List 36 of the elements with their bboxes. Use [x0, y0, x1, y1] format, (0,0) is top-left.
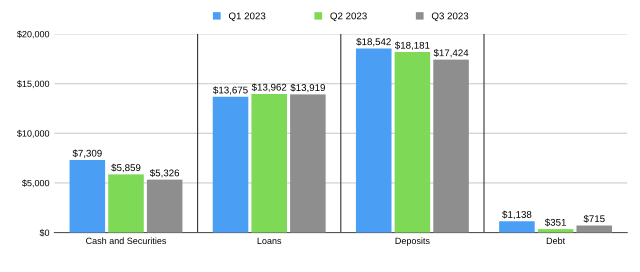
legend-label: Q3 2023 [432, 12, 468, 22]
data-label: $18,181 [394, 41, 430, 50]
legend-label: Q2 2023 [330, 12, 367, 22]
bar [576, 225, 612, 233]
data-label: $5,326 [150, 169, 180, 178]
x-tick-label: Cash and Securities [86, 237, 166, 244]
data-label: $13,962 [252, 83, 286, 92]
bar [433, 60, 469, 233]
data-label: $351 [544, 218, 566, 226]
data-label: $7,309 [72, 149, 102, 158]
x-tick-label: Loans [258, 238, 282, 244]
legend-label: Q1 2023 [228, 12, 266, 22]
data-label: $13,919 [290, 84, 325, 92]
x-tick-label: Deposits [396, 237, 430, 246]
bar [356, 48, 392, 233]
bar [70, 160, 106, 233]
bar [499, 221, 535, 233]
data-label: $1,138 [502, 210, 532, 220]
data-label: $17,424 [434, 48, 468, 58]
bar [290, 94, 326, 233]
data-label: $5,859 [111, 164, 140, 172]
y-tick-label: $0 [40, 229, 50, 236]
bar [212, 96, 248, 233]
bar [394, 52, 430, 233]
bar [108, 174, 144, 233]
data-label: $13,675 [213, 86, 248, 95]
y-tick-label: $10,000 [17, 130, 50, 138]
y-tick-label: $5,000 [22, 180, 50, 188]
y-tick-label: $20,000 [17, 30, 50, 38]
bar [251, 94, 287, 233]
y-tick-label: $15,000 [17, 80, 50, 88]
bar [146, 180, 182, 233]
bar [538, 229, 574, 233]
data-label: $18,542 [356, 38, 391, 46]
x-tick-label: Debt [546, 237, 566, 244]
data-label: $715 [584, 214, 605, 223]
